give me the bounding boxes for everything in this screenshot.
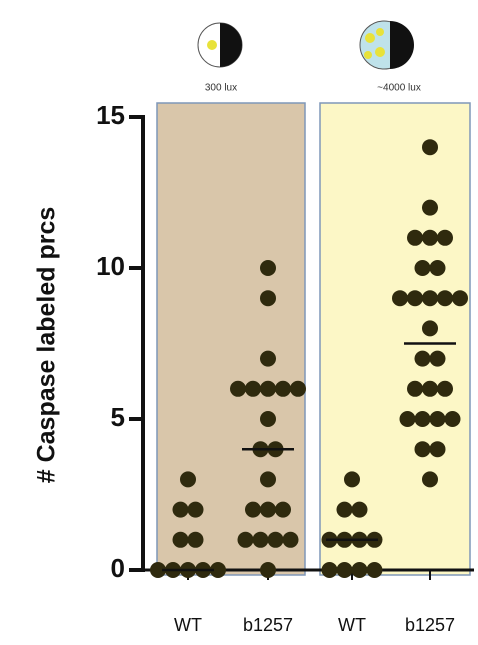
data-point: [430, 411, 446, 427]
data-point: [415, 351, 431, 367]
panel-label: 300 lux: [205, 83, 237, 94]
x-tick-label: WT: [338, 615, 366, 635]
data-point: [290, 381, 306, 397]
data-point: [415, 441, 431, 457]
data-point: [437, 230, 453, 246]
data-point: [238, 532, 254, 548]
data-point: [392, 290, 408, 306]
data-point: [260, 562, 276, 578]
data-point: [422, 471, 438, 487]
data-point: [337, 562, 353, 578]
data-point: [407, 381, 423, 397]
data-point: [260, 351, 276, 367]
data-point: [260, 411, 276, 427]
x-tick-label: WT: [174, 615, 202, 635]
data-point: [253, 532, 269, 548]
data-point: [352, 502, 368, 518]
data-point: [268, 532, 284, 548]
data-point: [173, 532, 189, 548]
data-point: [437, 381, 453, 397]
icon-300-lux: [198, 23, 242, 67]
data-point: [245, 502, 261, 518]
data-point: [352, 562, 368, 578]
data-point: [452, 290, 468, 306]
data-point: [260, 502, 276, 518]
data-point: [422, 320, 438, 336]
data-point: [430, 260, 446, 276]
data-point: [283, 532, 299, 548]
data-point: [415, 411, 431, 427]
data-point: [407, 230, 423, 246]
data-point: [422, 200, 438, 216]
y-axis-label: # Caspase labeled prcs: [33, 207, 61, 484]
data-point: [188, 532, 204, 548]
data-point: [230, 381, 246, 397]
data-point: [188, 502, 204, 518]
data-point: [422, 381, 438, 397]
data-point: [430, 351, 446, 367]
data-point: [430, 441, 446, 457]
data-point: [275, 381, 291, 397]
data-point: [260, 471, 276, 487]
data-point: [245, 381, 261, 397]
data-point: [445, 411, 461, 427]
data-point: [260, 381, 276, 397]
data-point: [437, 290, 453, 306]
x-tick-label: b1257: [243, 615, 293, 635]
data-point: [400, 411, 416, 427]
icon-4000-lux: [360, 21, 414, 69]
data-point: [407, 290, 423, 306]
data-point: [260, 260, 276, 276]
y-tick-label: 5: [111, 402, 125, 432]
data-point: [422, 290, 438, 306]
panel-label: ~4000 lux: [377, 83, 421, 94]
data-point: [422, 230, 438, 246]
y-tick-label: 10: [96, 251, 125, 281]
data-point: [180, 471, 196, 487]
data-point: [422, 139, 438, 155]
data-point: [337, 502, 353, 518]
chart: # Caspase labeled prcs 300 lux ~4000 lux 0…: [0, 0, 478, 645]
data-point: [344, 471, 360, 487]
data-point: [322, 562, 338, 578]
data-point: [367, 562, 383, 578]
x-tick-label: b1257: [405, 615, 455, 635]
data-point: [415, 260, 431, 276]
data-point: [173, 502, 189, 518]
y-tick-label: 0: [111, 553, 125, 583]
data-point: [260, 290, 276, 306]
data-point: [275, 502, 291, 518]
y-tick-label: 15: [96, 100, 125, 130]
